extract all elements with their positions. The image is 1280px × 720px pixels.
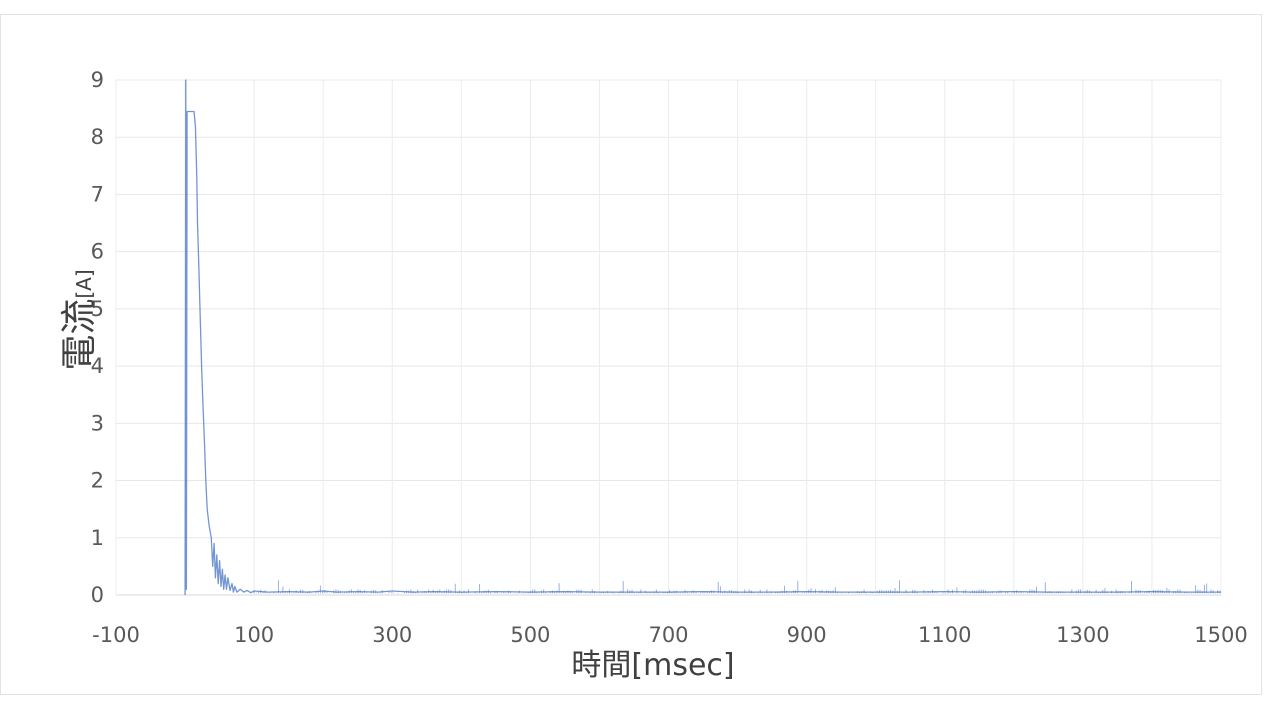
series-line bbox=[184, 79, 1221, 596]
tick-layer: 0 1 2 3 4 5 6 7 8 9 -100 100 300 500 700 900 1100 1300 150… bbox=[91, 68, 1248, 647]
chart-frame: 0 1 2 3 4 5 6 7 8 9 -100 100 300 500 700 900 1100 1300 150… bbox=[0, 14, 1262, 695]
y-axis-title: 電流[A] bbox=[59, 269, 100, 370]
y-tick-label: 5 bbox=[91, 297, 104, 321]
grid-layer bbox=[115, 79, 1222, 596]
y-tick-label: 9 bbox=[91, 68, 104, 92]
y-tick-label: 2 bbox=[91, 469, 104, 493]
x-tick-label: 1300 bbox=[1056, 623, 1109, 647]
x-tick-label: 700 bbox=[648, 623, 688, 647]
x-tick-label: 900 bbox=[787, 623, 827, 647]
x-tick-label: 300 bbox=[372, 623, 412, 647]
series-layer bbox=[184, 79, 1221, 596]
y-tick-label: 8 bbox=[91, 125, 104, 149]
x-tick-label: 1100 bbox=[918, 623, 971, 647]
chart-svg: 0 1 2 3 4 5 6 7 8 9 -100 100 300 500 700 900 1100 1300 150… bbox=[59, 68, 1248, 683]
svg-text:電流[A]: 電流[A] bbox=[59, 269, 100, 370]
y-axis-title-main: 電流 bbox=[59, 299, 100, 371]
x-tick-label: 1500 bbox=[1194, 623, 1247, 647]
y-tick-label: 3 bbox=[91, 411, 104, 435]
y-tick-label: 7 bbox=[91, 182, 104, 206]
y-axis-title-unit: [A] bbox=[72, 269, 96, 298]
y-tick-label: 6 bbox=[91, 240, 104, 264]
y-tick-label: 0 bbox=[91, 583, 104, 607]
y-tick-label: 4 bbox=[91, 354, 104, 378]
x-tick-label: 500 bbox=[510, 623, 550, 647]
x-tick-label: 100 bbox=[234, 623, 274, 647]
x-axis-title: 時間[msec] bbox=[571, 648, 734, 683]
x-tick-label: -100 bbox=[92, 623, 140, 647]
y-tick-label: 1 bbox=[91, 526, 104, 550]
